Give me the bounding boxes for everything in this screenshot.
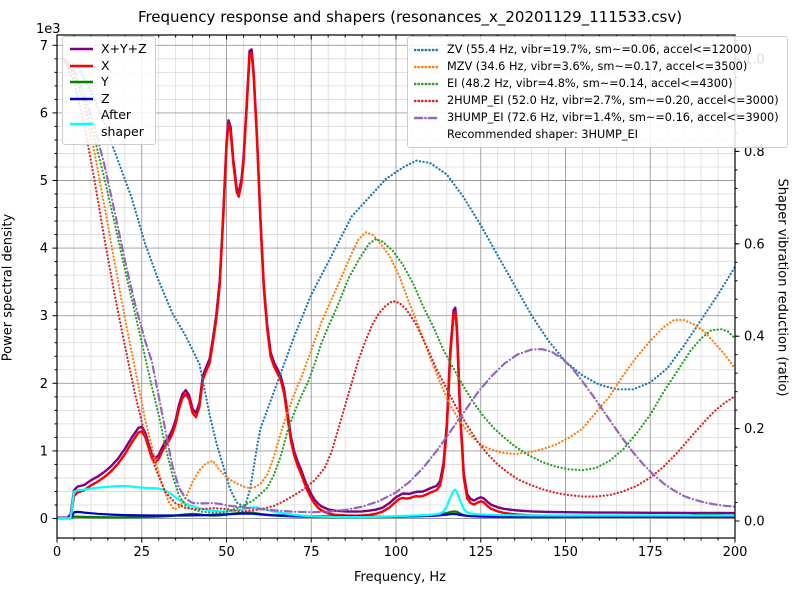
x-tick-label: 50 — [218, 545, 235, 560]
legend-swatch-line — [70, 122, 93, 125]
y-left-tick-label: 2 — [40, 377, 48, 392]
y-left-tick-label: 0 — [40, 512, 48, 527]
legend-entry-label: ZV (55.4 Hz, vibr=19.7%, sm~=0.06, accel… — [447, 43, 752, 56]
y-left-tick-label: 4 — [40, 242, 48, 257]
legend-swatch-line — [70, 64, 93, 68]
chart-title: Frequency response and shapers (resonanc… — [137, 8, 683, 26]
legend-swatch-line — [70, 80, 93, 84]
legend-swatch-line — [414, 48, 440, 51]
legend-entry: Z — [69, 91, 147, 108]
series-line-x — [57, 52, 735, 520]
legend-swatch-line — [70, 47, 93, 51]
legend-entry-label: X — [101, 57, 110, 73]
legend-entry-label: EI (48.2 Hz, vibr=4.8%, sm~=0.14, accel<… — [447, 77, 733, 90]
series-line-ei — [62, 57, 737, 514]
legend-entry: ZV (55.4 Hz, vibr=19.7%, sm~=0.06, accel… — [414, 41, 779, 58]
y-left-tick-label: 1 — [40, 444, 48, 459]
legend-entry-label: 3HUMP_EI (72.6 Hz, vibr=1.4%, sm~=0.16, … — [447, 111, 779, 124]
series-lines — [57, 48, 737, 520]
y-axis-offset-label: 1e3 — [36, 22, 61, 37]
legend-entry: 3HUMP_EI (72.6 Hz, vibr=1.4%, sm~=0.16, … — [414, 109, 779, 126]
legend-swatch-line — [414, 116, 440, 119]
legend-swatch-line — [414, 99, 440, 102]
y-right-tick-label: 0.0 — [744, 515, 765, 530]
y-right-tick-label: 0.6 — [744, 237, 765, 252]
y-axis-label-left: Power spectral density — [0, 213, 16, 362]
legend-entry: 2HUMP_EI (52.0 Hz, vibr=2.7%, sm~=0.20, … — [414, 92, 779, 109]
y-right-tick-label: 0.8 — [744, 145, 765, 160]
x-tick-label: 125 — [468, 545, 493, 560]
legend-entry-label: MZV (34.6 Hz, vibr=3.6%, sm~=0.17, accel… — [447, 60, 748, 73]
x-tick-label: 200 — [723, 545, 748, 560]
legend-entry-label: After shaper — [101, 107, 144, 139]
series-line-after-shaper — [57, 485, 735, 520]
series-line-mzv — [62, 57, 737, 511]
legend-entry-label: Z — [101, 90, 110, 106]
axis-ticks — [52, 35, 740, 543]
legend-entry-label: 2HUMP_EI (52.0 Hz, vibr=2.7%, sm~=0.20, … — [447, 94, 779, 107]
legend-entry: After shaper — [69, 107, 147, 140]
legend-entry: Y — [69, 74, 147, 91]
x-tick-label: 100 — [384, 545, 409, 560]
y-right-tick-label: 0.4 — [744, 330, 765, 345]
x-tick-label: 0 — [53, 545, 61, 560]
legend-swatch-line — [70, 97, 93, 101]
y-right-tick-label: 0.2 — [744, 422, 765, 437]
y-axis-label-right: Shaper vibration reduction (ratio) — [774, 178, 790, 397]
y-left-tick-label: 7 — [40, 39, 48, 54]
legend-swatch-line — [414, 82, 440, 85]
legend-entry: EI (48.2 Hz, vibr=4.8%, sm~=0.14, accel<… — [414, 75, 779, 92]
x-tick-label: 150 — [553, 545, 578, 560]
y-left-tick-label: 6 — [40, 106, 48, 121]
legend-psd: X+Y+Z X Y Z After shaper — [62, 36, 156, 145]
series-line-zv — [62, 57, 737, 509]
x-tick-label: 25 — [133, 545, 150, 560]
legend-entry-label: X+Y+Z — [101, 41, 147, 56]
legend-entry: Recommended shaper: 3HUMP_EI — [414, 126, 779, 143]
legend-shapers: ZV (55.4 Hz, vibr=19.7%, sm~=0.06, accel… — [407, 36, 788, 148]
x-axis-label: Frequency, Hz — [353, 570, 447, 585]
legend-swatch-line — [414, 65, 440, 68]
x-tick-label: 75 — [303, 545, 320, 560]
y-left-tick-label: 5 — [40, 174, 48, 189]
legend-swatch-line — [414, 130, 440, 140]
legend-entry: X+Y+Z — [69, 41, 147, 58]
legend-entry-label: Recommended shaper: 3HUMP_EI — [447, 128, 638, 141]
legend-entry: MZV (34.6 Hz, vibr=3.6%, sm~=0.17, accel… — [414, 58, 779, 75]
series-line-3hump-ei — [62, 57, 737, 514]
legend-entry: X — [69, 58, 147, 75]
y-left-tick-label: 3 — [40, 309, 48, 324]
x-tick-label: 175 — [638, 545, 663, 560]
tick-labels: 0 25 50 75 100 125 150 175 200 0 1 2 3 4 5 6 7 0.0 0.2 0.4 0… — [40, 39, 765, 560]
legend-entry-label: Y — [101, 74, 109, 89]
